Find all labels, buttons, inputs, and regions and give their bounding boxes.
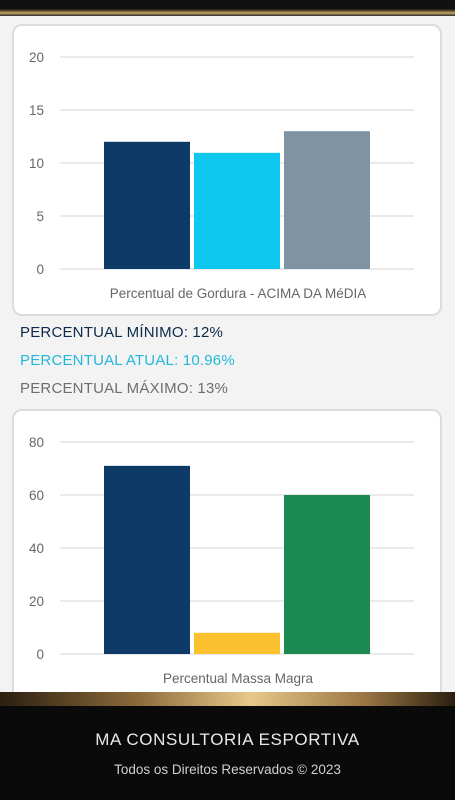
fat-percentage-chart: 0 5 10 15 20 Percentual de Gordura - ACIMA D… [29, 50, 414, 301]
y-tick-label: 0 [36, 262, 44, 277]
y-tick-label: 10 [29, 156, 44, 171]
bar[interactable] [284, 131, 370, 269]
bar[interactable] [284, 495, 370, 654]
y-tick-label: 60 [29, 488, 44, 503]
y-tick-label: 5 [36, 209, 44, 224]
bar[interactable] [104, 465, 190, 654]
bar[interactable] [194, 632, 280, 654]
lean-mass-chart: 0 20 40 60 80 Percentual Massa Magra [29, 435, 414, 686]
lean-mass-chart-xlabel: Percentual Massa Magra [163, 671, 314, 686]
min-percentage-label: PERCENTUAL MÍNIMO: 12% [20, 324, 224, 341]
footer-brand: MA CONSULTORIA ESPORTIVA [95, 730, 360, 749]
lean-mass-chart-card: 0 20 40 60 80 Percentual Massa Magra [12, 409, 442, 709]
bar[interactable] [194, 152, 280, 269]
y-tick-label: 20 [29, 50, 44, 65]
bar[interactable] [104, 141, 190, 269]
y-tick-label: 80 [29, 435, 44, 450]
site-footer: MA CONSULTORIA ESPORTIVA Todos os Direit… [0, 692, 455, 800]
y-tick-label: 15 [29, 103, 44, 118]
footer-copyright: Todos os Direitos Reservados © 2023 [114, 762, 341, 777]
y-tick-label: 0 [36, 647, 44, 662]
y-tick-label: 40 [29, 541, 44, 556]
current-percentage-label: PERCENTUAL ATUAL: 10.96% [20, 352, 235, 369]
fat-chart-xlabel: Percentual de Gordura - ACIMA DA MéDIA [110, 286, 367, 301]
app-header-bar [0, 0, 455, 16]
footer-gold-divider [0, 692, 455, 706]
max-percentage-label: PERCENTUAL MÁXIMO: 13% [20, 380, 229, 397]
y-tick-label: 20 [29, 594, 44, 609]
fat-chart-card: 0 5 10 15 20 Percentual de Gordura - ACIMA D… [12, 24, 442, 316]
